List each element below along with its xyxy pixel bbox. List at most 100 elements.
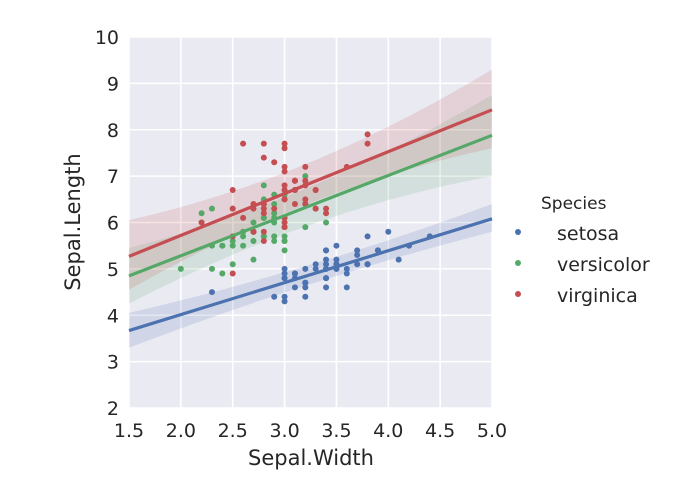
data-point-versicolor [271,233,278,240]
legend-marker-setosa [515,229,521,235]
data-point-virginica [302,196,309,203]
data-point-setosa [364,233,371,240]
regression-line-versicolor [128,133,493,278]
data-point-setosa [323,261,330,268]
data-point-setosa [281,265,288,272]
y-axis-ticks: 2 3 4 5 6 7 8 9 10 [95,27,119,420]
data-point-setosa [333,256,340,263]
data-point-versicolor [323,219,330,226]
data-point-virginica [312,187,319,194]
data-point-virginica [364,131,371,138]
x-tick-label: 5.0 [477,420,507,442]
data-point-versicolor [271,210,278,217]
y-tick-label: 7 [107,166,119,188]
data-point-virginica [312,205,319,212]
legend-marker-virginica [515,291,521,297]
data-point-versicolor [240,233,247,240]
data-point-virginica [302,177,309,184]
data-point-setosa [333,242,340,249]
data-point-virginica [250,228,257,235]
data-point-setosa [271,293,278,300]
data-point-versicolor [229,261,236,268]
data-point-setosa [291,284,298,291]
data-point-virginica [260,205,267,212]
regression-lines [128,108,493,333]
data-point-setosa [385,228,392,235]
data-point-setosa [343,265,350,272]
data-point-versicolor [240,242,247,249]
data-point-virginica [260,228,267,235]
data-point-setosa [323,247,330,254]
data-point-versicolor [219,242,226,249]
data-point-versicolor [281,233,288,240]
legend-label-virginica: virginica [557,285,638,307]
data-point-versicolor [250,219,257,226]
data-point-versicolor [208,265,215,272]
data-point-versicolor [281,247,288,254]
data-point-setosa [354,247,361,254]
data-point-versicolor [260,233,267,240]
data-point-setosa [281,298,288,305]
data-point-setosa [281,293,288,300]
data-point-virginica [302,163,309,170]
data-point-versicolor [229,238,236,245]
data-point-virginica [281,168,288,175]
data-point-virginica [323,205,330,212]
legend-label-versicolor: versicolor [557,254,650,276]
legend-marker-versicolor [515,260,521,266]
data-point-virginica [260,154,267,161]
data-point-setosa [281,270,288,277]
x-tick-label: 4.0 [373,420,403,442]
data-point-virginica [260,210,267,217]
data-point-versicolor [271,238,278,245]
data-point-virginica [281,140,288,147]
x-tick-label: 2.5 [218,420,248,442]
data-point-virginica [323,210,330,217]
regression-line-virginica [128,108,493,258]
data-point-setosa [343,270,350,277]
data-point-versicolor [302,173,309,180]
data-point-setosa [291,270,298,277]
data-point-virginica [229,270,236,277]
data-point-versicolor [177,265,184,272]
data-point-versicolor [250,238,257,245]
data-point-virginica [281,224,288,231]
data-point-virginica [281,145,288,152]
x-tick-label: 1.5 [114,420,144,442]
data-point-virginica [240,214,247,221]
data-point-virginica [271,205,278,212]
y-tick-label: 10 [95,27,119,49]
data-point-virginica [198,219,205,226]
x-tick-label: 2.0 [166,420,196,442]
y-tick-label: 2 [107,398,119,420]
regression-line-setosa [128,217,493,333]
confidence-band-virginica [129,69,492,290]
data-point-versicolor [250,256,257,263]
data-point-versicolor [260,214,267,221]
data-point-setosa [343,284,350,291]
x-tick-label: 3.5 [321,420,351,442]
data-point-setosa [302,265,309,272]
data-point-virginica [260,238,267,245]
x-axis-ticks: 1.5 2.0 2.5 3.0 3.5 4.0 4.5 5.0 [114,420,507,442]
y-tick-label: 4 [107,305,119,327]
y-tick-label: 3 [107,352,119,374]
data-point-versicolor [208,205,215,212]
data-point-setosa [395,256,402,263]
data-point-setosa [312,261,319,268]
data-point-virginica [281,182,288,189]
data-point-setosa [208,289,215,296]
grid [128,36,493,409]
data-point-versicolor [260,182,267,189]
y-tick-label: 9 [107,73,119,95]
y-tick-label: 8 [107,120,119,142]
data-point-virginica [229,187,236,194]
y-tick-label: 6 [107,213,119,235]
data-point-setosa [302,279,309,286]
data-point-virginica [291,177,298,184]
data-point-setosa [364,261,371,268]
data-point-virginica [271,159,278,166]
legend: Species setosa versicolor virginica [515,194,650,307]
data-point-setosa [302,293,309,300]
